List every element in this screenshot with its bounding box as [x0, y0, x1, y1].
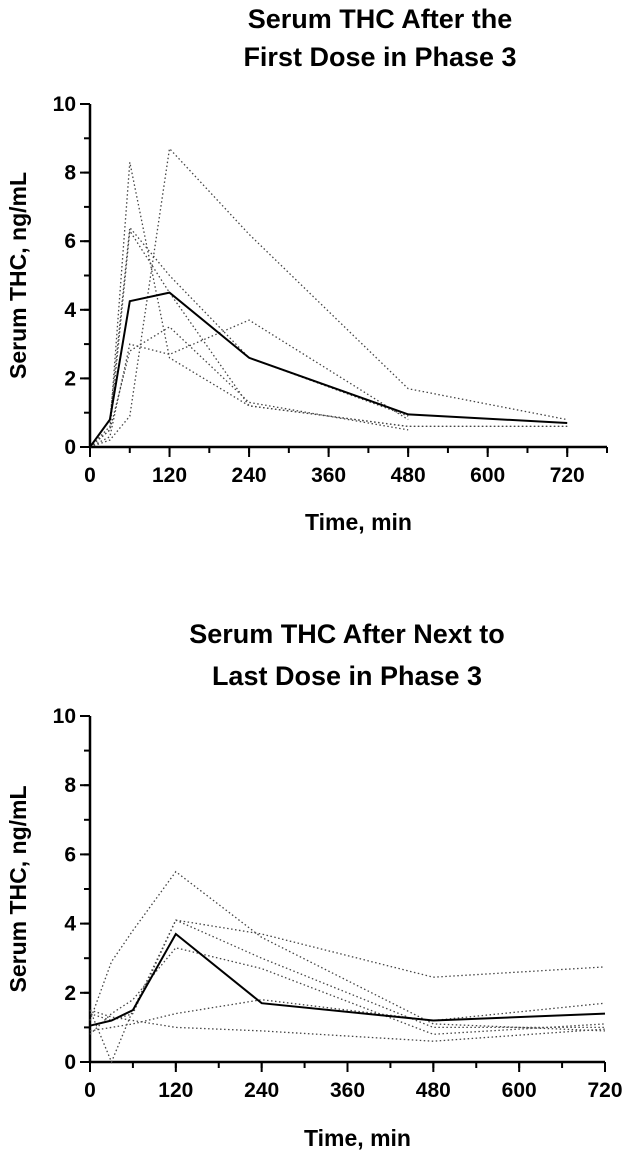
y-axis-label: Serum THC, ng/mL: [5, 172, 31, 379]
subject-series-line: [89, 870, 606, 1032]
chart-title-line: Serum THC After Next to: [189, 619, 505, 649]
subject-series-line: [89, 162, 568, 448]
y-tick-label: 0: [64, 1051, 76, 1074]
y-tick-label: 4: [64, 299, 76, 322]
subject-series-line: [89, 1009, 606, 1042]
x-tick-label: 600: [470, 464, 505, 487]
subject-series-line: [89, 326, 409, 448]
y-tick-label: 10: [53, 705, 76, 728]
x-tick-label: 120: [158, 1079, 193, 1102]
chart-title-line: First Dose in Phase 3: [243, 42, 516, 72]
chart-title-line: Serum THC After the: [248, 4, 513, 34]
chart-2: Serum THC After Next to Last Dose in Phas…: [5, 619, 623, 1151]
chart-title: Serum THC After the First Dose in Phase 3: [243, 4, 516, 72]
x-tick-label: 120: [152, 464, 187, 487]
x-tick-label: 240: [244, 1079, 279, 1102]
y-tick-label: 2: [64, 367, 76, 390]
x-tick-label: 0: [84, 464, 96, 487]
y-tick-label: 2: [64, 982, 76, 1005]
x-tick-label: 720: [550, 464, 585, 487]
chart-1: Serum THC After the First Dose in Phase 3…: [5, 4, 608, 535]
x-tick-label: 600: [502, 1079, 537, 1102]
x-tick-label: 0: [84, 1079, 96, 1102]
subject-series-line: [89, 947, 606, 1035]
x-tick-label: 360: [330, 1079, 365, 1102]
x-axis-label: Time, min: [304, 1125, 411, 1151]
chart-title: Serum THC After Next to Last Dose in Phas…: [189, 619, 505, 691]
x-tick-label: 240: [232, 464, 267, 487]
y-tick-label: 0: [64, 436, 76, 459]
y-tick-label: 6: [64, 843, 76, 866]
y-tick-label: 6: [64, 230, 76, 253]
mean-series-line: [89, 291, 568, 448]
chart-title-line: Last Dose in Phase 3: [212, 661, 482, 691]
subject-series-line: [89, 225, 409, 448]
y-axis-label: Serum THC, ng/mL: [5, 785, 31, 992]
x-tick-label: 720: [587, 1079, 622, 1102]
x-tick-label: 480: [391, 464, 426, 487]
subject-series-line: [89, 147, 568, 448]
subject-series-line: [89, 919, 606, 1064]
y-tick-label: 8: [64, 162, 76, 185]
x-tick-label: 360: [311, 464, 346, 487]
subject-series-line: [89, 319, 409, 448]
y-tick-label: 4: [64, 913, 76, 936]
mean-series-line: [89, 932, 606, 1027]
subject-series-line: [89, 999, 606, 1032]
x-axis-label: Time, min: [305, 509, 412, 535]
y-tick-label: 8: [64, 774, 76, 797]
subject-series-line: [89, 228, 568, 448]
y-tick-label: 10: [53, 93, 76, 116]
x-tick-label: 480: [416, 1079, 451, 1102]
